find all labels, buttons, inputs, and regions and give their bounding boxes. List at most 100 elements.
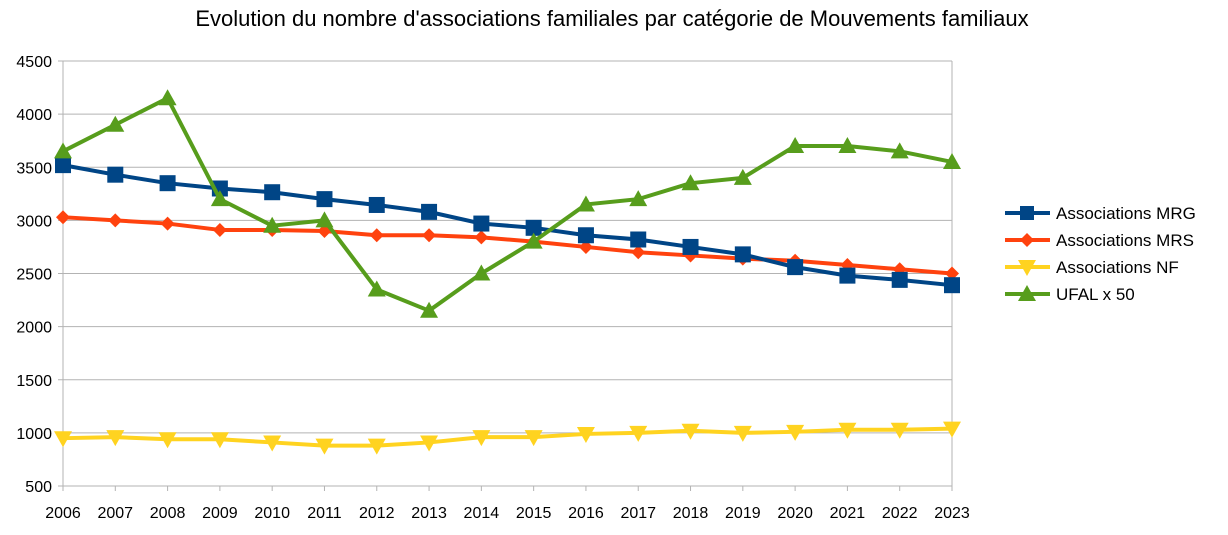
data-point bbox=[315, 438, 334, 455]
legend-label: Associations NF bbox=[1056, 258, 1179, 277]
data-point bbox=[56, 210, 70, 225]
data-point bbox=[838, 137, 857, 153]
data-point bbox=[577, 227, 594, 244]
data-point bbox=[681, 174, 700, 191]
data-point bbox=[159, 175, 176, 192]
data-point bbox=[629, 425, 648, 442]
legend-marker bbox=[1020, 206, 1034, 220]
data-point bbox=[681, 423, 700, 440]
data-point bbox=[890, 422, 909, 439]
data-point bbox=[210, 190, 229, 207]
data-point bbox=[839, 267, 856, 284]
data-point bbox=[158, 89, 177, 106]
data-point bbox=[578, 239, 593, 254]
legend-item: Associations MRG bbox=[1005, 204, 1196, 223]
data-point bbox=[160, 216, 175, 231]
x-tick-label: 2017 bbox=[620, 505, 656, 522]
x-tick-label: 2007 bbox=[97, 505, 133, 522]
data-point bbox=[838, 422, 857, 439]
x-tick-label: 2018 bbox=[673, 505, 709, 522]
data-point bbox=[525, 219, 542, 236]
data-point bbox=[107, 166, 124, 183]
data-point bbox=[212, 222, 227, 237]
legend-label: Associations MRS bbox=[1056, 231, 1194, 250]
data-point bbox=[524, 430, 543, 447]
data-point bbox=[891, 271, 908, 288]
legend-item: Associations MRS bbox=[1005, 231, 1194, 250]
legend-item: Associations NF bbox=[1005, 258, 1179, 277]
data-point bbox=[367, 438, 386, 455]
y-tick-label: 1500 bbox=[16, 373, 52, 390]
x-tick-label: 2022 bbox=[882, 505, 918, 522]
data-point bbox=[786, 424, 805, 441]
legend-label: Associations MRG bbox=[1056, 204, 1196, 223]
x-tick-label: 2021 bbox=[830, 505, 866, 522]
data-point bbox=[576, 426, 595, 443]
data-point bbox=[422, 228, 437, 243]
data-point bbox=[629, 190, 648, 207]
x-tick-label: 2009 bbox=[202, 505, 238, 522]
y-tick-label: 4500 bbox=[16, 54, 52, 71]
data-point bbox=[576, 195, 595, 212]
series-line bbox=[62, 426, 953, 448]
data-point bbox=[473, 215, 490, 232]
x-tick-label: 2015 bbox=[516, 505, 552, 522]
x-tick-label: 2014 bbox=[464, 505, 500, 522]
data-point bbox=[420, 435, 439, 452]
data-point bbox=[316, 191, 333, 208]
y-tick-label: 3000 bbox=[16, 213, 52, 230]
data-point bbox=[263, 435, 282, 452]
data-point bbox=[787, 259, 804, 276]
legend-marker bbox=[1020, 233, 1034, 247]
data-point bbox=[472, 430, 491, 447]
x-tick-label: 2006 bbox=[45, 505, 81, 522]
x-tick-label: 2010 bbox=[254, 505, 290, 522]
data-point bbox=[682, 238, 699, 255]
series-line bbox=[62, 96, 953, 313]
data-point bbox=[369, 228, 384, 243]
gridlines bbox=[58, 60, 953, 487]
data-point bbox=[421, 203, 438, 220]
data-point bbox=[368, 196, 385, 213]
series-associations-mrg bbox=[55, 157, 960, 294]
chart-title: Evolution du nombre d'associations famil… bbox=[195, 6, 1028, 31]
data-point bbox=[263, 216, 282, 233]
x-tick-label: 2012 bbox=[359, 505, 395, 522]
data-point bbox=[106, 430, 125, 447]
data-point bbox=[943, 152, 961, 169]
x-tick-label: 2011 bbox=[307, 505, 342, 522]
data-point bbox=[210, 432, 229, 449]
y-tick-label: 2000 bbox=[16, 320, 52, 337]
data-point bbox=[264, 184, 281, 201]
legend-item: UFAL x 50 bbox=[1005, 285, 1135, 304]
series-line bbox=[62, 163, 953, 288]
data-point bbox=[943, 421, 961, 438]
data-point bbox=[367, 280, 386, 297]
data-point bbox=[54, 431, 72, 448]
series-layer bbox=[54, 89, 961, 455]
data-point bbox=[315, 211, 334, 228]
data-point bbox=[734, 246, 751, 263]
x-tick-label: 2013 bbox=[411, 505, 447, 522]
x-tick-label: 2020 bbox=[777, 505, 813, 522]
data-point bbox=[524, 232, 543, 249]
legend-marker bbox=[1018, 285, 1036, 301]
y-tick-label: 2500 bbox=[16, 267, 52, 284]
legend: Associations MRG Associations MRS Associat… bbox=[1005, 204, 1196, 304]
x-tick-label: 2019 bbox=[725, 505, 761, 522]
data-point bbox=[630, 231, 647, 248]
data-point bbox=[733, 168, 752, 185]
x-tick-label: 2016 bbox=[568, 505, 604, 522]
y-tick-label: 1000 bbox=[16, 426, 52, 443]
y-tick-label: 500 bbox=[25, 479, 52, 496]
data-point bbox=[474, 230, 489, 245]
legend-label: UFAL x 50 bbox=[1056, 285, 1135, 304]
axes: 500 1000 1500 2000 2500 3000 3500 4000 4500 2006 2… bbox=[16, 54, 969, 522]
series-ufal-x-50 bbox=[54, 89, 961, 318]
data-point bbox=[106, 115, 125, 132]
legend-marker bbox=[1018, 260, 1036, 276]
x-tick-label: 2008 bbox=[150, 505, 186, 522]
x-tick-label: 2023 bbox=[934, 505, 970, 522]
data-point bbox=[733, 425, 752, 442]
